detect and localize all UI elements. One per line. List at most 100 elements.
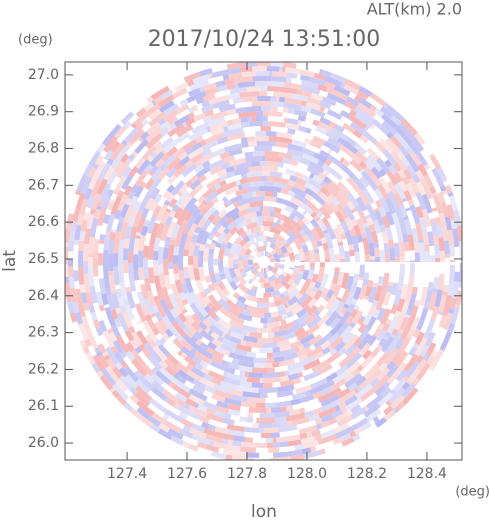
echo-cell [358,85,373,97]
echo-cell [73,239,80,246]
echo-cell [189,291,202,308]
echo-cell [262,372,280,379]
echo-cell [225,241,233,249]
echo-cell [123,402,133,412]
echo-cell [96,143,106,154]
echo-cell [258,245,265,252]
echo-cell [208,424,216,431]
echo-cell [296,330,310,341]
echo-cell [192,355,203,365]
echo-cell [280,406,287,412]
echo-cell [276,218,281,224]
echo-cell [284,122,300,131]
echo-cell [123,238,130,249]
echo-cell [361,233,367,239]
echo-cell [120,203,130,218]
echo-cell [401,381,411,391]
echo-cell [283,117,288,123]
echo-cell [419,344,430,358]
echo-cell [286,72,298,79]
x-tick-label: 128.2 [347,466,387,482]
echo-cell [247,412,253,418]
echo-cell [90,179,102,198]
echo-cell [400,118,418,136]
echo-cell [97,162,111,182]
echo-cell [393,132,410,150]
echo-cell [238,255,244,261]
echo-cell [273,451,292,458]
echo-cell [165,208,172,214]
echo-cell [222,371,229,378]
echo-cell [207,116,226,127]
echo-cell [382,334,389,341]
echo-cell [147,319,157,330]
echo-cell [399,263,405,275]
echo-cell [228,253,234,258]
echo-cell [260,85,268,91]
echo-cell [272,282,283,292]
echo-cell [338,361,345,368]
echo-cell [428,153,435,159]
echo-cell [206,412,224,423]
echo-cell [240,339,247,346]
echo-cell [269,226,282,235]
echo-cell [200,153,214,164]
echo-cell [275,400,292,408]
echo-cell [310,218,320,229]
echo-cell [194,159,203,168]
echo-cell [151,99,157,106]
echo-cell [291,139,308,149]
echo-cell [153,295,160,302]
echo-cell [195,242,201,247]
echo-cell [109,142,126,161]
echo-cell [442,284,449,292]
echo-cell [251,100,271,107]
echo-cell [182,326,191,335]
echo-cell [221,196,229,203]
echo-cell [92,258,99,277]
echo-cell [377,322,385,330]
echo-cell [166,184,175,193]
echo-cell [248,264,254,267]
echo-cell [369,104,377,112]
echo-cell [211,338,223,348]
echo-cell [157,343,171,357]
echo-cell [183,74,195,83]
echo-cell [145,126,163,143]
echo-cell [287,372,300,381]
echo-cell [257,337,274,343]
echo-cell [129,216,136,221]
echo-cell [188,188,199,198]
echo-cell [285,82,303,90]
echo-cell [390,115,402,126]
echo-cell [393,377,407,393]
y-tick-label: 26.1 [28,398,59,414]
echo-cell [266,176,273,182]
echo-cell [144,278,152,292]
echo-cell [117,254,124,265]
echo-cell [234,127,244,135]
echo-cell [331,197,340,207]
echo-cell [79,284,86,294]
echo-cell [378,168,387,177]
echo-cell [384,331,392,338]
echo-cell [327,137,342,149]
echo-cell [177,349,184,356]
echo-cell [240,401,257,408]
echo-cell [411,286,418,295]
echo-cell [398,241,405,257]
y-axis-label: lat [0,250,20,272]
echo-cell [200,290,208,299]
echo-cell [195,228,206,244]
echo-cell [275,416,287,423]
echo-cell [229,368,236,375]
echo-cell [295,292,303,300]
echo-cell [130,122,137,129]
echo-cell [314,225,325,239]
echo-cell [330,72,346,83]
echo-cell [106,348,120,365]
echo-cell [106,220,114,233]
echo-cell [403,189,413,201]
echo-cell [77,250,84,268]
echo-cell [178,269,186,285]
